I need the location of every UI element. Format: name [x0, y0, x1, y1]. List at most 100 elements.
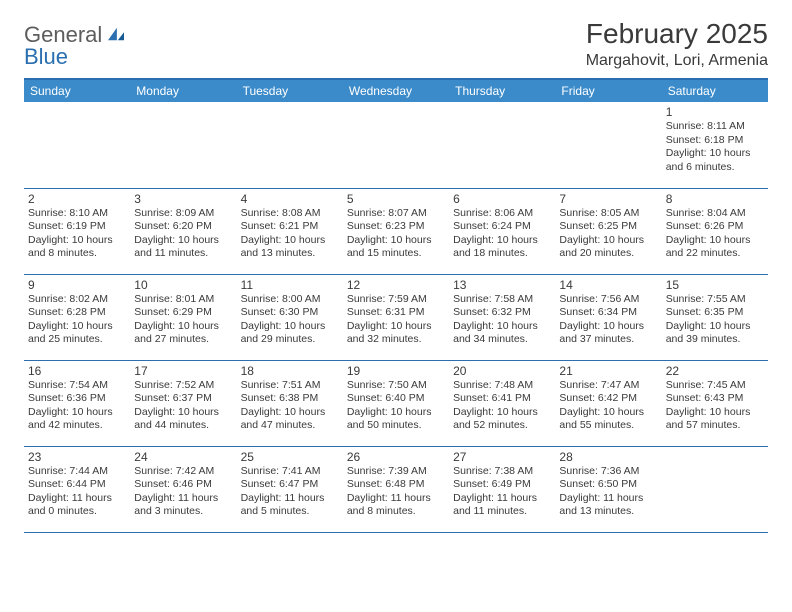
day-number: 16: [28, 364, 126, 378]
daylight-text-2: and 32 minutes.: [347, 333, 445, 347]
calendar-day-cell: 2Sunrise: 8:10 AMSunset: 6:19 PMDaylight…: [24, 188, 130, 274]
calendar-day-cell: 15Sunrise: 7:55 AMSunset: 6:35 PMDayligh…: [662, 274, 768, 360]
sunset-text: Sunset: 6:37 PM: [134, 392, 232, 406]
daylight-text-2: and 42 minutes.: [28, 419, 126, 433]
daylight-text-1: Daylight: 10 hours: [559, 320, 657, 334]
day-number: 18: [241, 364, 339, 378]
daylight-text-1: Daylight: 10 hours: [134, 406, 232, 420]
daylight-text-1: Daylight: 10 hours: [347, 320, 445, 334]
daylight-text-2: and 47 minutes.: [241, 419, 339, 433]
day-number: 22: [666, 364, 764, 378]
calendar-day-cell: 23Sunrise: 7:44 AMSunset: 6:44 PMDayligh…: [24, 446, 130, 532]
weekday-header: Thursday: [449, 80, 555, 102]
calendar-week-row: 9Sunrise: 8:02 AMSunset: 6:28 PMDaylight…: [24, 274, 768, 360]
sunrise-text: Sunrise: 8:05 AM: [559, 207, 657, 221]
sunrise-text: Sunrise: 8:07 AM: [347, 207, 445, 221]
daylight-text-2: and 3 minutes.: [134, 505, 232, 519]
daylight-text-2: and 55 minutes.: [559, 419, 657, 433]
daylight-text-1: Daylight: 10 hours: [666, 406, 764, 420]
sunrise-text: Sunrise: 8:09 AM: [134, 207, 232, 221]
sunset-text: Sunset: 6:18 PM: [666, 134, 764, 148]
daylight-text-1: Daylight: 11 hours: [347, 492, 445, 506]
calendar-week-row: 2Sunrise: 8:10 AMSunset: 6:19 PMDaylight…: [24, 188, 768, 274]
sunrise-text: Sunrise: 7:50 AM: [347, 379, 445, 393]
weekday-header: Wednesday: [343, 80, 449, 102]
weekday-header: Monday: [130, 80, 236, 102]
calendar-week-row: 16Sunrise: 7:54 AMSunset: 6:36 PMDayligh…: [24, 360, 768, 446]
daylight-text-1: Daylight: 10 hours: [28, 320, 126, 334]
sunrise-text: Sunrise: 7:39 AM: [347, 465, 445, 479]
calendar-day-cell: 28Sunrise: 7:36 AMSunset: 6:50 PMDayligh…: [555, 446, 661, 532]
daylight-text-2: and 15 minutes.: [347, 247, 445, 261]
sunset-text: Sunset: 6:34 PM: [559, 306, 657, 320]
sunset-text: Sunset: 6:32 PM: [453, 306, 551, 320]
daylight-text-1: Daylight: 10 hours: [241, 320, 339, 334]
daylight-text-1: Daylight: 10 hours: [241, 406, 339, 420]
day-number: 8: [666, 192, 764, 206]
daylight-text-2: and 34 minutes.: [453, 333, 551, 347]
brand-name-2: Blue: [24, 44, 68, 69]
day-number: 13: [453, 278, 551, 292]
calendar-day-cell: 26Sunrise: 7:39 AMSunset: 6:48 PMDayligh…: [343, 446, 449, 532]
daylight-text-1: Daylight: 11 hours: [241, 492, 339, 506]
weekday-header: Saturday: [662, 80, 768, 102]
sunrise-text: Sunrise: 7:56 AM: [559, 293, 657, 307]
sunrise-text: Sunrise: 7:51 AM: [241, 379, 339, 393]
sunrise-text: Sunrise: 7:42 AM: [134, 465, 232, 479]
daylight-text-2: and 57 minutes.: [666, 419, 764, 433]
sunset-text: Sunset: 6:38 PM: [241, 392, 339, 406]
calendar-day-cell: 17Sunrise: 7:52 AMSunset: 6:37 PMDayligh…: [130, 360, 236, 446]
sunrise-text: Sunrise: 8:06 AM: [453, 207, 551, 221]
sunrise-text: Sunrise: 7:48 AM: [453, 379, 551, 393]
day-number: 1: [666, 105, 764, 119]
daylight-text-2: and 44 minutes.: [134, 419, 232, 433]
calendar-day-cell: 20Sunrise: 7:48 AMSunset: 6:41 PMDayligh…: [449, 360, 555, 446]
day-number: 26: [347, 450, 445, 464]
sunrise-text: Sunrise: 7:54 AM: [28, 379, 126, 393]
day-number: 5: [347, 192, 445, 206]
sunset-text: Sunset: 6:36 PM: [28, 392, 126, 406]
calendar-day-cell: 22Sunrise: 7:45 AMSunset: 6:43 PMDayligh…: [662, 360, 768, 446]
daylight-text-2: and 11 minutes.: [134, 247, 232, 261]
calendar-day-cell: 6Sunrise: 8:06 AMSunset: 6:24 PMDaylight…: [449, 188, 555, 274]
calendar-day-cell: 19Sunrise: 7:50 AMSunset: 6:40 PMDayligh…: [343, 360, 449, 446]
sunrise-text: Sunrise: 8:08 AM: [241, 207, 339, 221]
daylight-text-1: Daylight: 10 hours: [666, 234, 764, 248]
calendar-day-cell: 18Sunrise: 7:51 AMSunset: 6:38 PMDayligh…: [237, 360, 343, 446]
weekday-header: Sunday: [24, 80, 130, 102]
sail-icon: [105, 24, 127, 46]
sunset-text: Sunset: 6:44 PM: [28, 478, 126, 492]
calendar-day-cell: 7Sunrise: 8:05 AMSunset: 6:25 PMDaylight…: [555, 188, 661, 274]
daylight-text-1: Daylight: 10 hours: [28, 406, 126, 420]
daylight-text-1: Daylight: 10 hours: [134, 320, 232, 334]
daylight-text-1: Daylight: 11 hours: [559, 492, 657, 506]
sunset-text: Sunset: 6:30 PM: [241, 306, 339, 320]
calendar-day-cell: [24, 102, 130, 188]
day-number: 10: [134, 278, 232, 292]
sunrise-text: Sunrise: 7:47 AM: [559, 379, 657, 393]
sunset-text: Sunset: 6:41 PM: [453, 392, 551, 406]
sunset-text: Sunset: 6:31 PM: [347, 306, 445, 320]
daylight-text-2: and 8 minutes.: [347, 505, 445, 519]
sunset-text: Sunset: 6:19 PM: [28, 220, 126, 234]
day-number: 19: [347, 364, 445, 378]
day-number: 23: [28, 450, 126, 464]
day-number: 7: [559, 192, 657, 206]
sunrise-text: Sunrise: 8:02 AM: [28, 293, 126, 307]
day-number: 3: [134, 192, 232, 206]
sunset-text: Sunset: 6:26 PM: [666, 220, 764, 234]
sunset-text: Sunset: 6:29 PM: [134, 306, 232, 320]
daylight-text-1: Daylight: 11 hours: [134, 492, 232, 506]
calendar-body: 1Sunrise: 8:11 AMSunset: 6:18 PMDaylight…: [24, 102, 768, 532]
sunrise-text: Sunrise: 8:01 AM: [134, 293, 232, 307]
calendar-week-row: 1Sunrise: 8:11 AMSunset: 6:18 PMDaylight…: [24, 102, 768, 188]
page-header: GeneralBlue February 2025 Margahovit, Lo…: [24, 18, 768, 70]
sunset-text: Sunset: 6:24 PM: [453, 220, 551, 234]
calendar-day-cell: 5Sunrise: 8:07 AMSunset: 6:23 PMDaylight…: [343, 188, 449, 274]
calendar-day-cell: 8Sunrise: 8:04 AMSunset: 6:26 PMDaylight…: [662, 188, 768, 274]
sunset-text: Sunset: 6:42 PM: [559, 392, 657, 406]
sunrise-text: Sunrise: 7:44 AM: [28, 465, 126, 479]
daylight-text-1: Daylight: 10 hours: [241, 234, 339, 248]
sunset-text: Sunset: 6:46 PM: [134, 478, 232, 492]
sunset-text: Sunset: 6:49 PM: [453, 478, 551, 492]
